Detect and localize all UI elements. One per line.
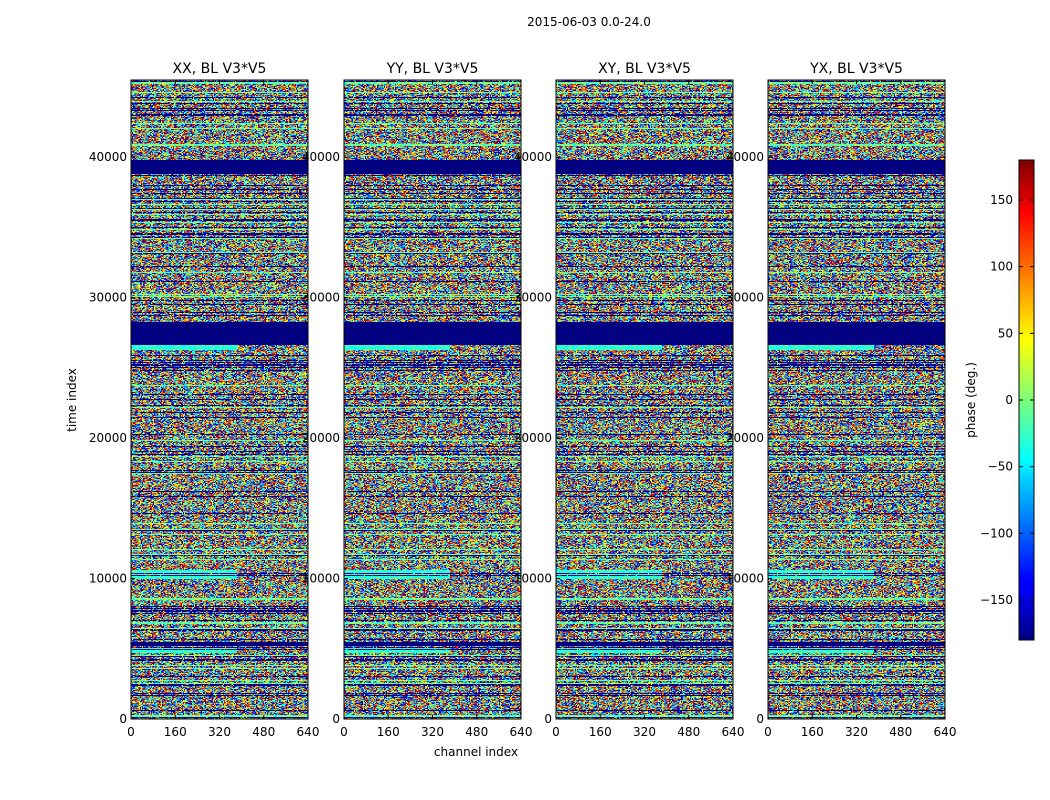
- y-tick-label: 40000: [726, 150, 764, 164]
- x-tick-label: 0: [127, 725, 135, 739]
- x-axis-label: channel index: [434, 745, 518, 759]
- x-tick-label: 480: [677, 725, 700, 739]
- x-tick-label: 0: [764, 725, 772, 739]
- y-tick-label: 30000: [89, 291, 127, 305]
- y-tick-label: 20000: [514, 431, 552, 445]
- heatmap-panel-1: XX, BL V3*V5 0 160 320 480 640 0 10000 20000 3000…: [89, 61, 320, 739]
- heatmap-image-1: [131, 80, 308, 719]
- y-tick-label: 10000: [89, 572, 127, 586]
- panel-title-1: XX, BL V3*V5: [173, 61, 267, 77]
- y-tick-label: 20000: [726, 431, 764, 445]
- x-tick-label: 640: [934, 725, 957, 739]
- colorbar-tick-label: 50: [998, 326, 1013, 340]
- colorbar: 150 100 50 0 −50 −100 −150 phase (deg.): [964, 159, 1035, 641]
- heatmap-panel-3: XY, BL V3*V5 0 160 320 480 640 0 10000 20000 3000…: [514, 61, 745, 739]
- y-tick-label: 30000: [726, 291, 764, 305]
- x-tick-label: 160: [801, 725, 824, 739]
- heatmap-image-3: [556, 80, 733, 719]
- x-tick-label: 0: [552, 725, 560, 739]
- y-tick-label: 40000: [89, 150, 127, 164]
- y-tick-label: 40000: [514, 150, 552, 164]
- x-tick-label: 320: [208, 725, 231, 739]
- y-tick-label: 30000: [514, 291, 552, 305]
- colorbar-ticks: 150 100 50 0 −50 −100 −150: [980, 193, 1034, 607]
- y-tick-label: 0: [756, 712, 764, 726]
- panel-title-3: XY, BL V3*V5: [598, 61, 691, 77]
- x-tick-label: 640: [722, 725, 745, 739]
- panel-title-2: YY, BL V3*V5: [386, 61, 479, 77]
- x-tick-label: 320: [633, 725, 656, 739]
- y-tick-label: 0: [332, 712, 340, 726]
- x-tick-label: 160: [164, 725, 187, 739]
- colorbar-tick-label: 0: [1005, 393, 1013, 407]
- heatmap-image-4: [768, 80, 945, 719]
- x-tick-label: 0: [340, 725, 348, 739]
- x-tick-label: 320: [421, 725, 444, 739]
- y-tick-label: 0: [119, 712, 127, 726]
- heatmap-panel-2: YY, BL V3*V5 0 160 320 480 640 0 10000 20000 3000…: [302, 61, 533, 739]
- colorbar-tick-label: −100: [980, 526, 1013, 540]
- heatmap-panel-4: YX, BL V3*V5 0 160 320 480 640 0 10000 20000 3000…: [726, 61, 957, 739]
- y-tick-label: 30000: [302, 291, 340, 305]
- y-tick-label: 0: [544, 712, 552, 726]
- figure-suptitle: 2015-06-03 0.0-24.0: [527, 15, 651, 29]
- heatmap-image-2: [344, 80, 521, 719]
- colorbar-tick-label: −50: [988, 460, 1013, 474]
- x-tick-label: 480: [465, 725, 488, 739]
- x-tick-label: 160: [589, 725, 612, 739]
- x-tick-label: 480: [889, 725, 912, 739]
- y-axis-label: time index: [65, 368, 79, 432]
- colorbar-tick-label: 100: [990, 260, 1013, 274]
- y-tick-label: 10000: [514, 572, 552, 586]
- panels-group: XX, BL V3*V5 0 160 320 480 640 0 10000 20000 3000…: [89, 61, 957, 739]
- colorbar-tick-label: −150: [980, 593, 1013, 607]
- x-tick-label: 160: [377, 725, 400, 739]
- x-tick-label: 640: [297, 725, 320, 739]
- panel-title-4: YX, BL V3*V5: [809, 61, 903, 77]
- y-tick-label: 20000: [302, 431, 340, 445]
- y-tick-label: 10000: [302, 572, 340, 586]
- x-tick-label: 480: [252, 725, 275, 739]
- x-tick-label: 320: [845, 725, 868, 739]
- x-tick-label: 640: [510, 725, 533, 739]
- y-tick-label: 20000: [89, 431, 127, 445]
- y-tick-label: 10000: [726, 572, 764, 586]
- y-tick-label: 40000: [302, 150, 340, 164]
- colorbar-label: phase (deg.): [964, 362, 978, 438]
- colorbar-tick-label: 150: [990, 193, 1013, 207]
